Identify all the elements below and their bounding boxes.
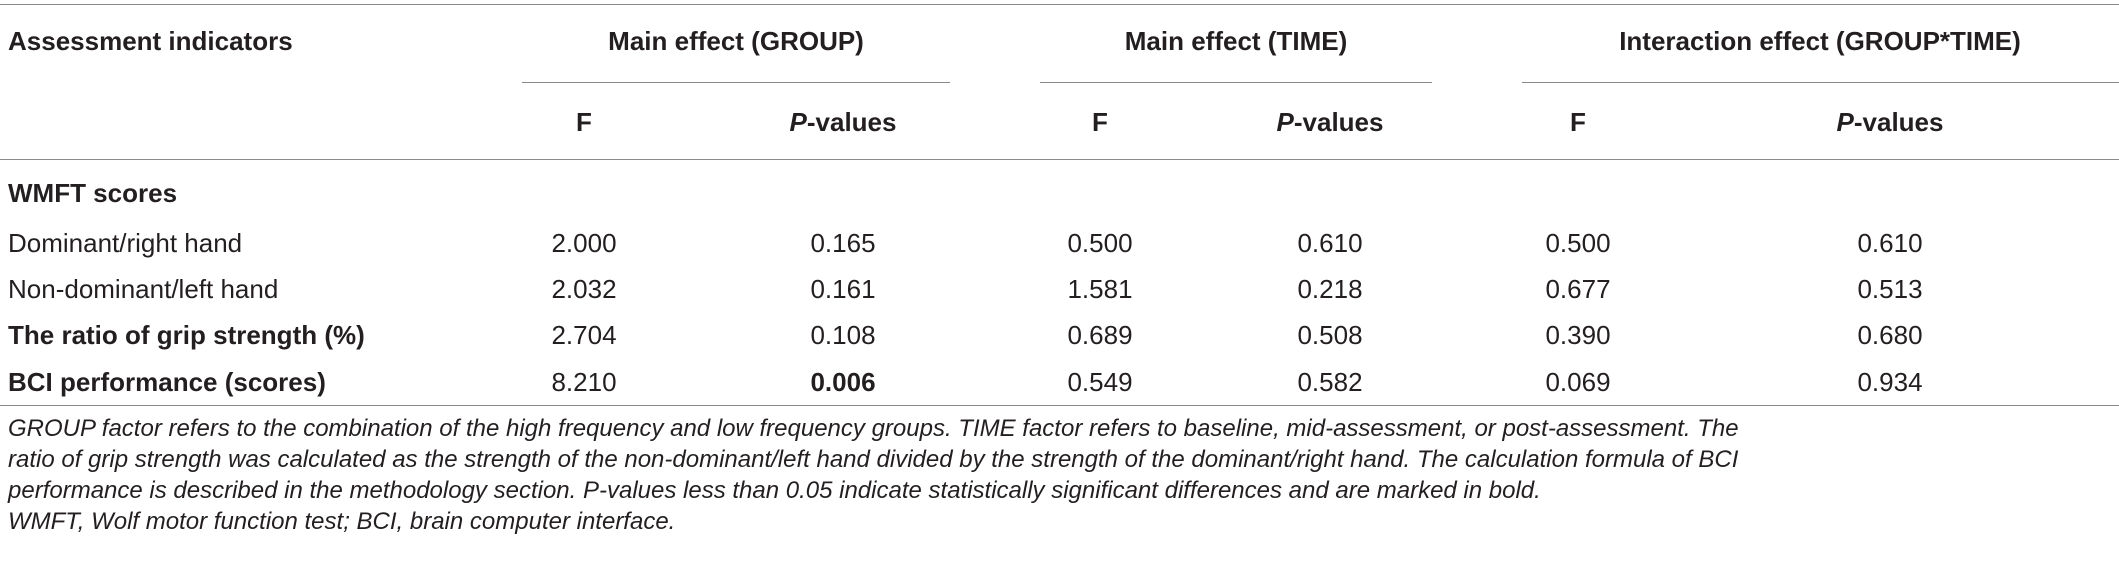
header-f-time: F (1092, 107, 1108, 137)
table-cell: 0.390 (1545, 320, 1611, 350)
group-rule-main-group (522, 82, 950, 83)
table-cell: 0.513 (1857, 274, 1923, 304)
row-label-grip-strength-ratio: The ratio of grip strength (%) (8, 320, 365, 350)
footnote-line: ratio of grip strength was calculated as… (8, 446, 1739, 473)
p-italic: P (1836, 107, 1854, 137)
table-cell: 0.680 (1857, 320, 1923, 350)
footnote-line: GROUP factor refers to the combination o… (8, 415, 1739, 442)
table-cell: 0.069 (1545, 367, 1611, 397)
p-italic: P (789, 107, 807, 137)
header-interaction-effect: Interaction effect (GROUP*TIME) (1619, 26, 2021, 56)
header-p-interaction: P-values (1837, 107, 1944, 137)
table-cell: 0.218 (1297, 274, 1363, 304)
table-cell: 1.581 (1067, 274, 1133, 304)
table-cell-significant: 0.006 (810, 367, 876, 397)
table-cell: 2.704 (551, 320, 617, 350)
table-cell: 0.582 (1297, 367, 1363, 397)
header-main-effect-group: Main effect (GROUP) (608, 26, 864, 56)
row-label-bci-performance: BCI performance (scores) (8, 367, 326, 397)
table-cell: 0.549 (1067, 367, 1133, 397)
table-cell: 0.500 (1067, 228, 1133, 258)
footnote-line: WMFT, Wolf motor function test; BCI, bra… (8, 508, 676, 535)
header-f-interaction: F (1570, 107, 1586, 137)
table-bottom-rule (0, 405, 2119, 406)
table-cell: 0.108 (810, 320, 876, 350)
table-cell: 0.500 (1545, 228, 1611, 258)
p-suffix: -values (1853, 107, 1944, 137)
table-cell: 2.032 (551, 274, 617, 304)
header-f-group: F (576, 107, 592, 137)
table-cell: 0.934 (1857, 367, 1923, 397)
table-cell: 2.000 (551, 228, 617, 258)
table-cell: 0.508 (1297, 320, 1363, 350)
group-rule-interaction (1522, 82, 2119, 83)
header-main-effect-time: Main effect (TIME) (1124, 26, 1348, 56)
row-label-dominant-right-hand: Dominant/right hand (8, 228, 243, 258)
table-footnote: GROUP factor refers to the combination o… (8, 413, 2108, 537)
table-cell: 8.210 (551, 367, 617, 397)
table-cell: 0.689 (1067, 320, 1133, 350)
table-cell: 0.677 (1545, 274, 1611, 304)
row-label-non-dominant-left-hand: Non-dominant/left hand (8, 274, 279, 304)
row-label-wmft-scores: WMFT scores (8, 178, 178, 208)
table-cell: 0.161 (810, 274, 876, 304)
header-assessment-indicators: Assessment indicators (8, 26, 293, 56)
p-suffix: -values (1293, 107, 1384, 137)
table-cell: 0.610 (1857, 228, 1923, 258)
table-cell: 0.610 (1297, 228, 1363, 258)
p-suffix: -values (806, 107, 897, 137)
header-bottom-rule (0, 159, 2119, 160)
footnote-line: performance is described in the methodol… (8, 477, 1541, 504)
group-rule-main-time (1040, 82, 1432, 83)
header-p-time: P-values (1277, 107, 1384, 137)
p-italic: P (1276, 107, 1294, 137)
table-cell: 0.165 (810, 228, 876, 258)
top-rule (0, 4, 2119, 5)
header-p-group: P-values (790, 107, 897, 137)
